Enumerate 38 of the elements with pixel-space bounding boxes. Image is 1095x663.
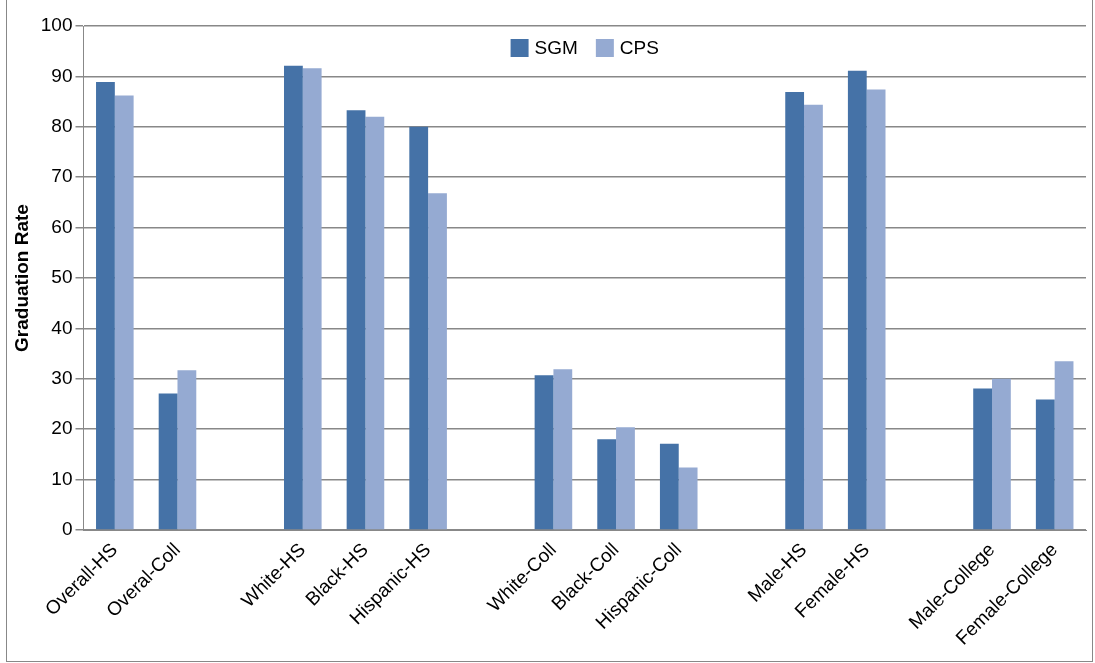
bar xyxy=(114,95,134,530)
bar xyxy=(96,81,115,530)
bar xyxy=(678,467,698,530)
y-axis-title: Graduation Rate xyxy=(10,204,32,352)
bar xyxy=(158,393,178,530)
bar xyxy=(597,439,617,530)
legend-label: CPS xyxy=(619,37,659,59)
bar xyxy=(1035,399,1055,530)
bar xyxy=(409,126,429,530)
y-tick-label: 50 xyxy=(51,266,73,288)
legend-label: SGM xyxy=(534,37,578,59)
y-tick-label: 20 xyxy=(51,417,73,439)
y-tick-label: 70 xyxy=(51,165,73,187)
bar xyxy=(616,427,635,530)
bar xyxy=(177,370,197,530)
y-tick-label: 90 xyxy=(51,64,73,86)
y-tick-label: 40 xyxy=(51,316,73,338)
bar xyxy=(346,110,366,530)
y-tick-label: 60 xyxy=(51,215,73,237)
bar xyxy=(1054,361,1074,530)
bar xyxy=(847,70,867,530)
bar xyxy=(973,388,993,530)
y-tick-label: 10 xyxy=(51,467,73,489)
bar xyxy=(428,193,447,530)
bar xyxy=(785,92,805,530)
bar xyxy=(302,68,322,530)
bar xyxy=(992,378,1011,530)
bar xyxy=(659,443,679,530)
bar xyxy=(804,104,823,530)
bar xyxy=(534,375,554,530)
bar xyxy=(365,116,385,530)
y-tick-label: 30 xyxy=(51,367,73,389)
bar xyxy=(553,369,573,530)
y-tick-label: 0 xyxy=(61,518,73,540)
bar xyxy=(866,89,886,530)
y-tick-label: 100 xyxy=(40,14,73,36)
bar xyxy=(284,65,303,530)
y-tick-label: 80 xyxy=(51,115,73,137)
